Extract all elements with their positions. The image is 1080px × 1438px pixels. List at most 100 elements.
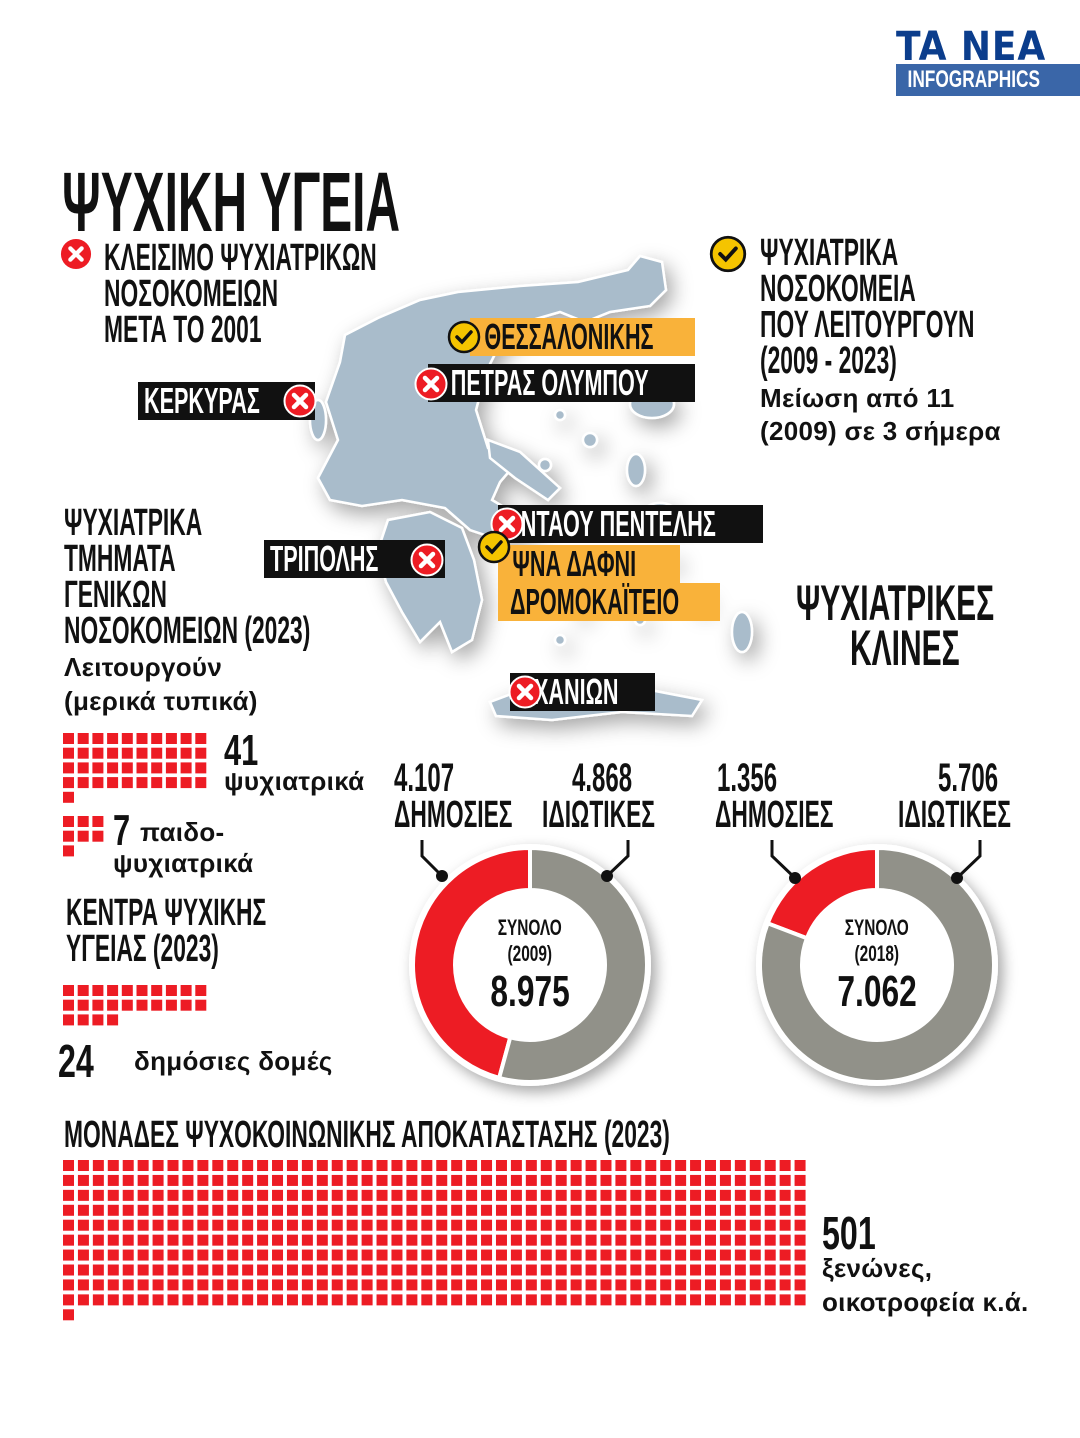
waffle-square	[645, 1219, 657, 1231]
waffle-square	[286, 1174, 298, 1186]
waffle-square	[227, 1189, 239, 1201]
waffle-square	[615, 1279, 627, 1291]
waffle-square	[167, 1160, 179, 1171]
waffle-square	[660, 1189, 672, 1201]
waffle-square	[675, 1204, 687, 1216]
waffle-square	[764, 1234, 776, 1246]
waffle-square	[77, 733, 89, 744]
waffle-square	[197, 1249, 209, 1261]
waffle-square	[316, 1264, 328, 1276]
waffle-square	[195, 777, 207, 789]
waffle-square	[316, 1294, 328, 1306]
waffle-square	[77, 1294, 89, 1306]
x-circle-icon	[508, 675, 542, 709]
waffle-square	[361, 1174, 373, 1186]
waffle-square	[167, 1234, 179, 1246]
waffle-square	[645, 1249, 657, 1261]
check-circle-icon	[447, 320, 481, 354]
waffle-square	[195, 762, 207, 774]
waffle-square	[195, 747, 207, 759]
donut-center-label: ΣΥΝΟΛΟ	[844, 915, 910, 940]
waffle-square	[585, 1249, 597, 1261]
waffle-square	[361, 1160, 373, 1171]
waffle-square	[495, 1249, 507, 1261]
waffle-square	[242, 1174, 254, 1186]
waffle-square	[137, 1294, 149, 1306]
waffle-square	[107, 747, 119, 759]
centers-count: 24	[58, 1035, 94, 1087]
waffle-square	[675, 1279, 687, 1291]
waffle-square	[361, 1264, 373, 1276]
waffle-square	[466, 1264, 478, 1276]
waffle-square	[734, 1249, 746, 1261]
waffle-square	[585, 1174, 597, 1186]
waffle-square	[212, 1249, 224, 1261]
waffle-square	[77, 1279, 89, 1291]
x-circle-icon	[410, 543, 444, 577]
waffle-square	[645, 1279, 657, 1291]
waffle-square	[690, 1264, 702, 1276]
waffle-square	[749, 1160, 761, 1171]
waffle-square	[690, 1204, 702, 1216]
waffle-square	[301, 1174, 313, 1186]
waffle-square	[136, 762, 148, 774]
waffle-square	[600, 1249, 612, 1261]
waffle-square	[660, 1160, 672, 1171]
waffle-square	[376, 1264, 388, 1276]
waffle-square	[555, 1160, 567, 1171]
label-text: ΨΝΑ ΔΑΦΝΙ	[512, 545, 637, 583]
waffle-square	[570, 1219, 582, 1231]
waffle-square	[645, 1160, 657, 1171]
waffle-square	[555, 1234, 567, 1246]
waffle-square	[107, 1160, 119, 1171]
waffle-square	[122, 1249, 134, 1261]
waffle-square	[600, 1264, 612, 1276]
waffle-square	[77, 816, 89, 827]
waffle-square	[600, 1219, 612, 1231]
x-circle-icon	[283, 384, 317, 418]
waffle-square	[719, 1294, 731, 1306]
waffle-square	[197, 1204, 209, 1216]
waffle-square	[630, 1219, 642, 1231]
waffle-square	[227, 1279, 239, 1291]
waffle-square	[376, 1160, 388, 1171]
waffle-square	[466, 1279, 478, 1291]
leader-line	[770, 840, 797, 880]
waffle-square	[195, 733, 207, 744]
waffle-square	[510, 1204, 522, 1216]
waffle-square	[331, 1279, 343, 1291]
waffle-square	[510, 1249, 522, 1261]
waffle-square	[152, 1294, 164, 1306]
waffle-square	[421, 1294, 433, 1306]
waffle-square	[525, 1294, 537, 1306]
child-count: 7	[113, 806, 131, 855]
waffle-square	[481, 1294, 493, 1306]
waffle-square	[719, 1279, 731, 1291]
donut-center-year: (2009)	[507, 941, 553, 966]
waffle-square	[92, 762, 104, 774]
waffle-square	[137, 1249, 149, 1261]
waffle-square	[540, 1204, 552, 1216]
waffle-square	[704, 1279, 716, 1291]
waffle-square	[451, 1174, 463, 1186]
waffle-square	[361, 1189, 373, 1201]
waffle-square	[451, 1204, 463, 1216]
waffle-square	[92, 1234, 104, 1246]
waffle-square	[555, 1279, 567, 1291]
waffle-square	[540, 1174, 552, 1186]
waffle-square	[660, 1234, 672, 1246]
waffle-square	[436, 1264, 448, 1276]
waffle-square	[77, 1204, 89, 1216]
waffle-square	[151, 733, 163, 744]
waffle-square	[63, 985, 74, 996]
waffle-square	[272, 1204, 284, 1216]
waffle-square	[391, 1249, 403, 1261]
waffle-square	[316, 1249, 328, 1261]
waffle-square	[481, 1279, 493, 1291]
waffle-square	[794, 1294, 806, 1306]
waffle-square	[376, 1204, 388, 1216]
waffle-square	[182, 1249, 194, 1261]
waffle-square	[301, 1294, 313, 1306]
label-text: ΚΕΡΚΥΡΑΣ	[144, 382, 260, 420]
waffle-square	[107, 762, 119, 774]
